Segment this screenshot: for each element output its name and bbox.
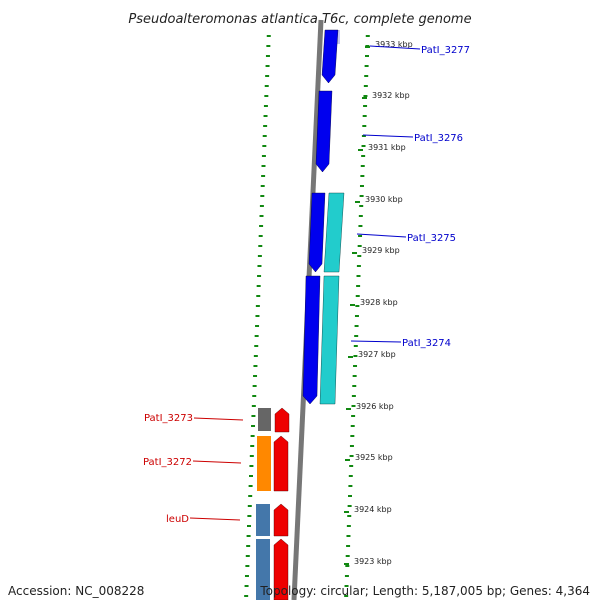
coordinate-ticks: 3933 kbp 3932 kbp 3931 kbp 3930 kbp 3929 kbp… [344,40,413,566]
gene-feature-cyan-lower [319,275,340,405]
tick-label: 3926 kbp [356,402,394,411]
gene-feature-red-3 [273,503,289,537]
label-leader-line [356,233,407,238]
label-leader-line [193,417,244,421]
gene-label-leuD[interactable]: leuD [166,514,189,525]
tick-label: 3923 kbp [354,557,392,566]
gc-content-ring [244,35,370,597]
gene-feature-leuD [256,504,270,536]
gene-feature-steelblue-lower [256,539,270,600]
gene-feature-red-2 [273,435,289,492]
label-leader-line [362,134,414,138]
tick-label: 3927 kbp [358,350,396,359]
label-leader-line [350,340,402,343]
gene-feature-PatI_3272 [257,436,271,491]
gene-label-PatI_3274[interactable]: PatI_3274 [402,338,451,349]
gene-feature-PatI_3275 [308,192,326,273]
topology-text: Topology: circular; Length: 5,187,005 bp… [260,584,590,598]
gene-label-PatI_3272[interactable]: PatI_3272 [143,457,192,468]
tick-label: 3933 kbp [375,40,413,49]
gene-feature-cyan-upper [323,192,345,273]
gene-feature-PatI_3273 [258,408,271,431]
gene-feature-PatI_3274 [302,275,321,405]
label-leader-line [192,460,242,464]
label-leader-line [189,517,241,521]
gene-feature-red-1 [274,407,290,433]
gene-label-PatI_3273[interactable]: PatI_3273 [144,413,193,424]
label-leader-line [369,45,421,50]
gene-label-PatI_3275[interactable]: PatI_3275 [407,233,456,244]
gene-feature-red-4 [273,538,289,600]
gene-features [256,29,345,600]
tick-label: 3925 kbp [355,453,393,462]
accession-text: Accession: NC_008228 [8,584,145,598]
tick-label: 3931 kbp [368,143,406,152]
tick-label: 3930 kbp [365,195,403,204]
gene-labels: PatI_3277 PatI_3276 PatI_3275 PatI_3274 PatI… [143,45,470,525]
gene-label-PatI_3277[interactable]: PatI_3277 [421,45,470,56]
tick-label: 3924 kbp [354,505,392,514]
tick-label: 3932 kbp [372,91,410,100]
gene-feature-PatI_3277 [321,29,339,84]
map-title: Pseudoalteromonas atlantica T6c, complet… [128,12,471,27]
gene-label-PatI_3276[interactable]: PatI_3276 [414,133,463,144]
tick-label: 3928 kbp [360,298,398,307]
tick-label: 3929 kbp [362,246,400,255]
gene-feature-PatI_3276 [315,90,333,173]
